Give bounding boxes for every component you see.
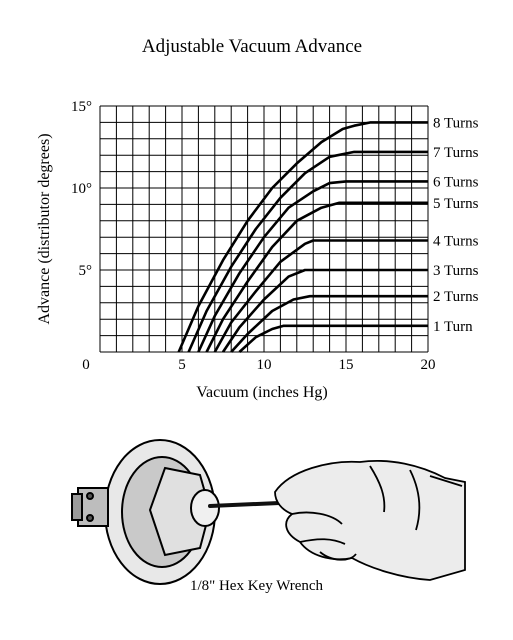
series-label: 2 Turns (433, 289, 479, 305)
chart-title: Adjustable Vacuum Advance (142, 36, 362, 57)
series-line (213, 239, 428, 353)
x-tick-label: 0 (82, 357, 90, 373)
y-tick-label: 15° (71, 99, 92, 115)
x-tick-label: 15 (339, 357, 354, 373)
series-label: 4 Turns (433, 233, 479, 249)
vacuum-advance-chart: Adjustable Vacuum Advance 0 5 10 15 20 5° 10° 1… (36, 36, 479, 401)
chart-grid (99, 105, 429, 353)
y-tick-label: 10° (71, 181, 92, 197)
x-tick-label: 5 (178, 357, 186, 373)
tick-labels: 0 5 10 15 20 5° 10° 15° (71, 99, 436, 373)
series-line (177, 121, 428, 353)
x-tick-label: 10 (257, 357, 272, 373)
series-line (197, 180, 428, 353)
x-axis-label: Vacuum (inches Hg) (196, 384, 328, 401)
series-label: 1 Turn (433, 319, 473, 335)
series-label: 3 Turns (433, 263, 479, 279)
series-line (230, 294, 428, 353)
hand (274, 459, 466, 581)
series-line (238, 324, 428, 353)
y-tick-label: 5° (79, 263, 93, 279)
series-label: 8 Turns (433, 115, 479, 131)
series-line (187, 150, 428, 353)
series-label: 7 Turns (433, 145, 479, 161)
illustration-caption: 1/8" Hex Key Wrench (189, 578, 324, 594)
legend: 8 Turns 7 Turns 6 Turns 5 Turns 4 Turns 3 Tur… (433, 115, 479, 334)
series-label: 5 Turns (433, 196, 479, 212)
series-line (205, 201, 428, 353)
series-label: 6 Turns (433, 174, 479, 190)
series-group (177, 121, 428, 353)
vacuum-canister (71, 439, 220, 585)
series-line (221, 268, 428, 353)
hand-with-hex-key-wrench-illustration (71, 439, 466, 585)
y-axis-label: Advance (distributor degrees) (36, 133, 53, 324)
x-tick-label: 20 (421, 357, 436, 373)
